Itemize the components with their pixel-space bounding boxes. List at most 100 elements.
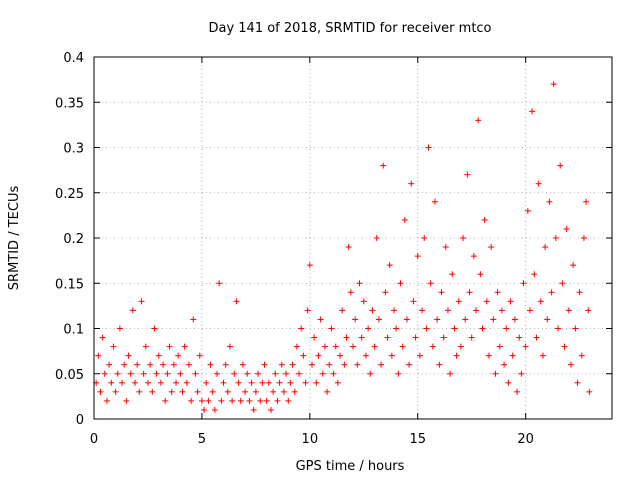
data-point: [101, 370, 108, 377]
data-point: [153, 370, 160, 377]
data-point: [97, 388, 104, 395]
data-point: [185, 361, 192, 368]
data-point: [362, 352, 369, 359]
data-point: [334, 379, 341, 386]
data-point: [259, 379, 266, 386]
data-point: [531, 271, 538, 278]
data-point: [462, 316, 469, 323]
data-point: [453, 352, 460, 359]
data-point: [209, 388, 216, 395]
data-point: [315, 352, 322, 359]
data-point: [544, 316, 551, 323]
data-point: [157, 379, 164, 386]
data-point: [375, 316, 382, 323]
data-point: [457, 343, 464, 350]
data-point: [399, 343, 406, 350]
data-point: [328, 325, 335, 332]
data-point: [393, 325, 400, 332]
y-tick-label: 0.1: [63, 323, 84, 338]
data-point: [123, 397, 130, 404]
data-point: [518, 370, 525, 377]
data-point: [347, 289, 354, 296]
data-point: [192, 370, 199, 377]
data-point: [578, 352, 585, 359]
data-point: [369, 307, 376, 314]
data-point: [201, 406, 208, 413]
data-point: [576, 289, 583, 296]
data-point: [239, 361, 246, 368]
data-point: [365, 325, 372, 332]
data-point: [488, 244, 495, 251]
data-point: [360, 298, 367, 305]
data-point: [481, 216, 488, 223]
data-point: [110, 343, 117, 350]
data-point: [280, 388, 287, 395]
data-point: [166, 343, 173, 350]
data-point: [511, 316, 518, 323]
data-point: [533, 334, 540, 341]
data-point: [321, 343, 328, 350]
data-point: [535, 180, 542, 187]
data-point: [561, 343, 568, 350]
data-point: [542, 244, 549, 251]
data-point: [175, 352, 182, 359]
data-point: [205, 397, 212, 404]
data-point: [270, 388, 277, 395]
data-point: [401, 216, 408, 223]
data-point: [302, 379, 309, 386]
data-point: [498, 307, 505, 314]
data-point: [134, 361, 141, 368]
data-point: [371, 343, 378, 350]
data-point: [149, 388, 156, 395]
data-point: [567, 361, 574, 368]
data-point: [586, 388, 593, 395]
data-points: [93, 81, 593, 413]
data-point: [529, 108, 536, 115]
data-point: [330, 370, 337, 377]
data-point: [501, 361, 508, 368]
data-point: [425, 144, 432, 151]
data-point: [337, 352, 344, 359]
data-point: [276, 379, 283, 386]
data-point: [451, 325, 458, 332]
data-point: [250, 406, 257, 413]
x-tick-label: 0: [90, 432, 98, 447]
data-point: [207, 361, 214, 368]
data-point: [548, 289, 555, 296]
data-point: [477, 271, 484, 278]
data-point: [449, 271, 456, 278]
data-point: [520, 280, 527, 287]
data-point: [516, 334, 523, 341]
data-point: [352, 316, 359, 323]
data-point: [196, 352, 203, 359]
data-point: [524, 207, 531, 214]
data-point: [539, 352, 546, 359]
data-point: [503, 325, 510, 332]
data-point: [339, 307, 346, 314]
data-point: [304, 307, 311, 314]
data-point: [267, 406, 274, 413]
data-point: [261, 361, 268, 368]
data-point: [144, 379, 151, 386]
data-point: [574, 379, 581, 386]
chart-title: Day 141 of 2018, SRMTID for receiver mtc…: [208, 21, 491, 36]
data-point: [278, 361, 285, 368]
data-point: [173, 379, 180, 386]
data-point: [136, 388, 143, 395]
y-tick-label: 0.2: [63, 232, 84, 247]
data-point: [563, 225, 570, 232]
data-point: [507, 298, 514, 305]
data-point: [116, 325, 123, 332]
data-point: [440, 334, 447, 341]
data-point: [466, 289, 473, 296]
data-point: [291, 388, 298, 395]
data-point: [432, 198, 439, 205]
data-point: [358, 334, 365, 341]
data-point: [255, 370, 262, 377]
data-point: [496, 343, 503, 350]
data-point: [103, 397, 110, 404]
data-point: [382, 289, 389, 296]
data-point: [492, 370, 499, 377]
data-point: [129, 307, 136, 314]
y-tick-label: 0.3: [63, 142, 84, 157]
